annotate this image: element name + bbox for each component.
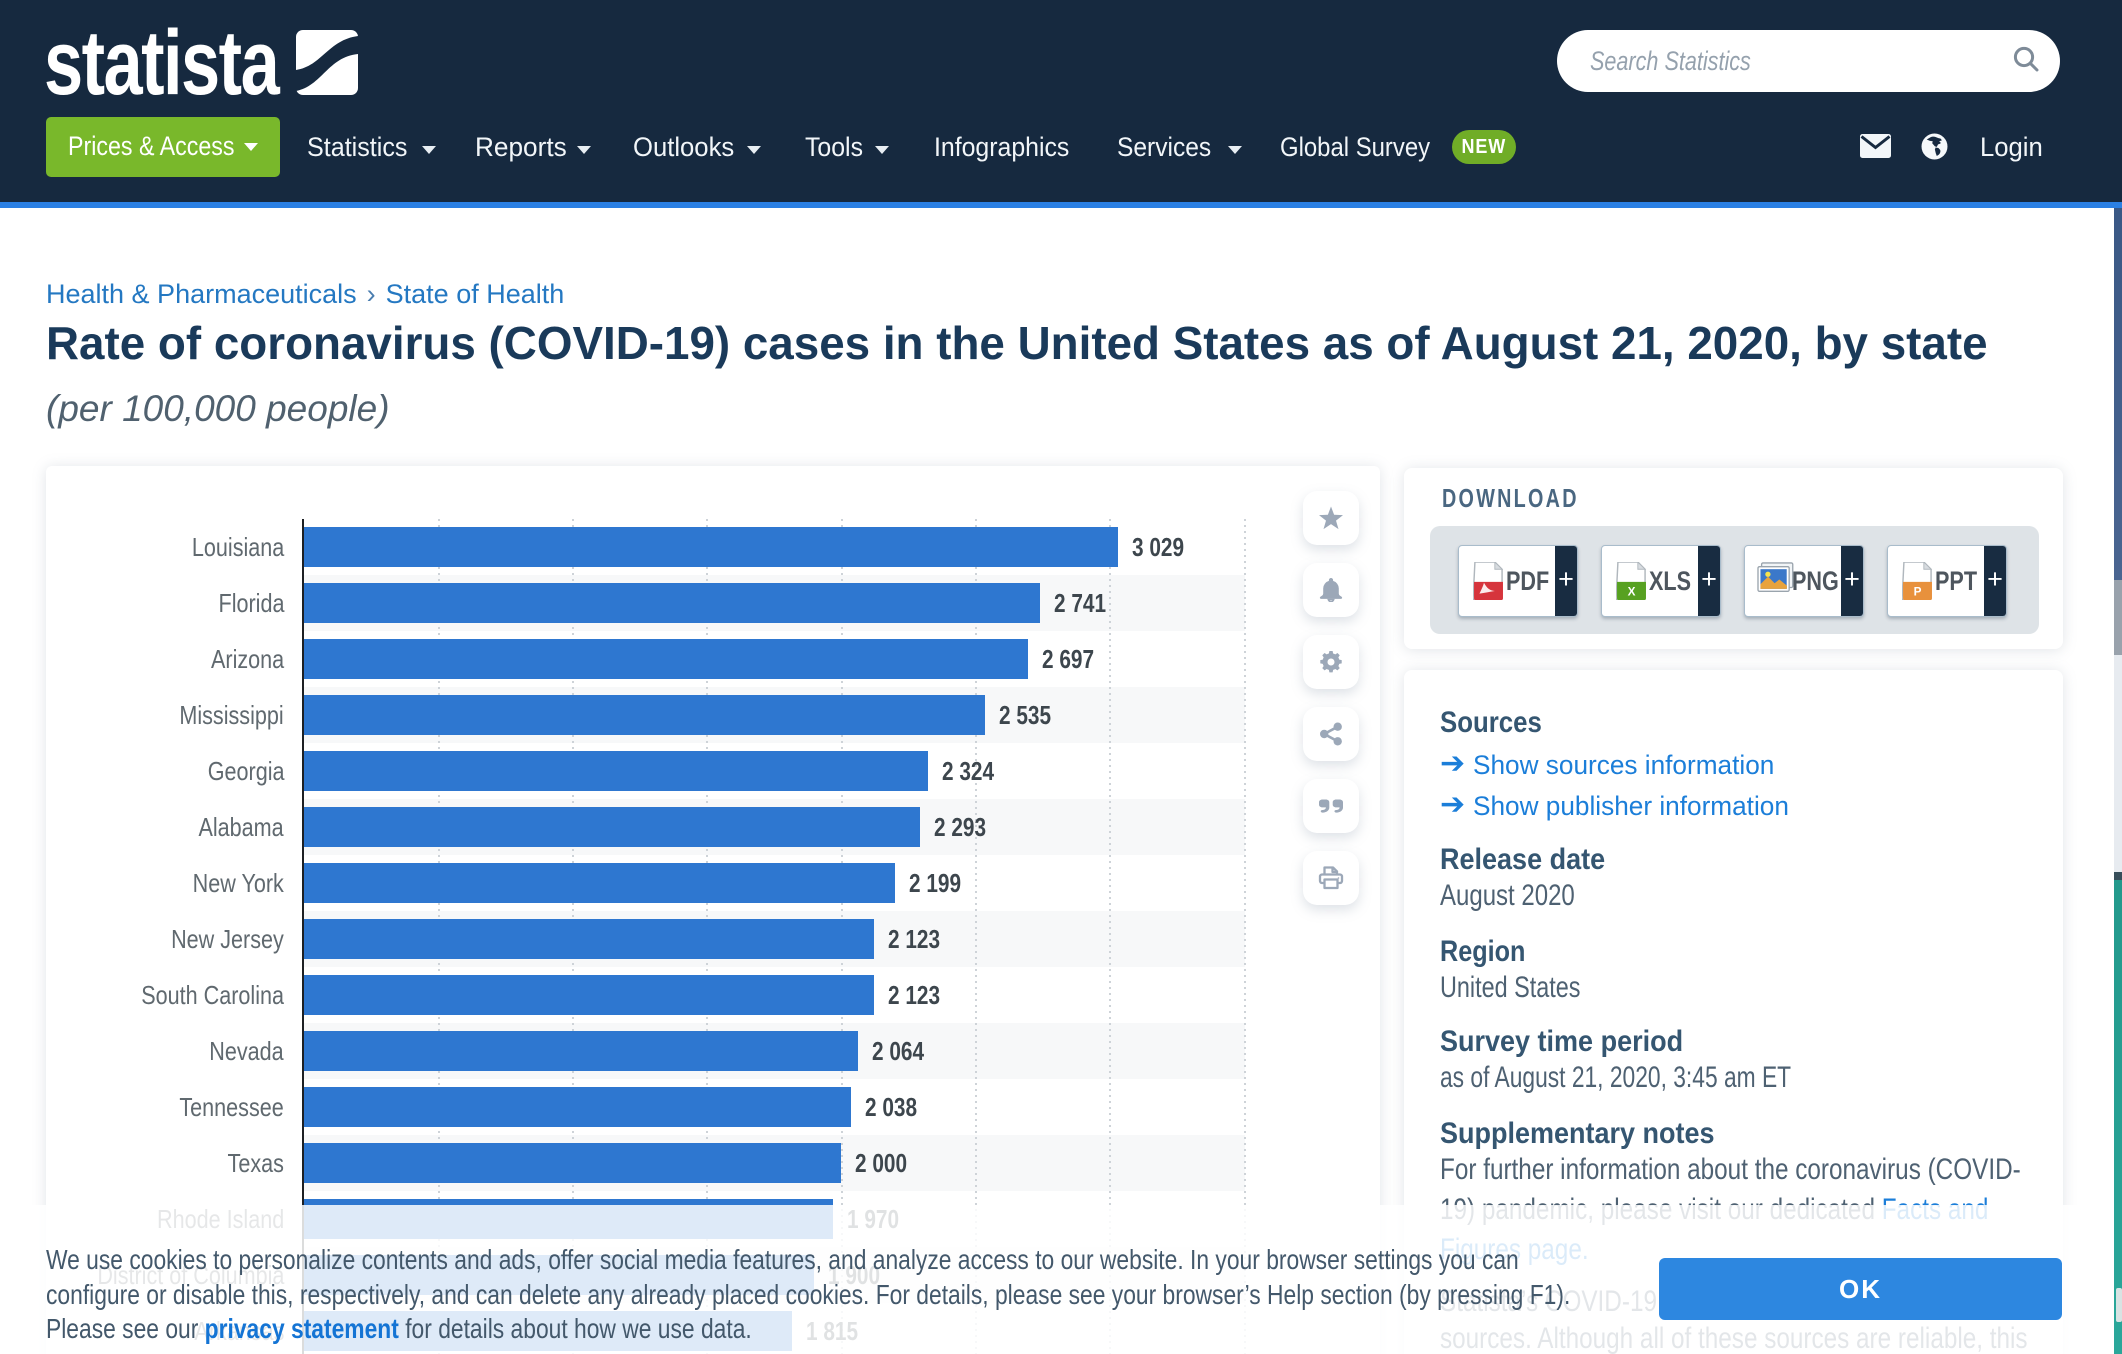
svg-text:X: X [1628,585,1636,598]
svg-text:P: P [1914,585,1922,598]
